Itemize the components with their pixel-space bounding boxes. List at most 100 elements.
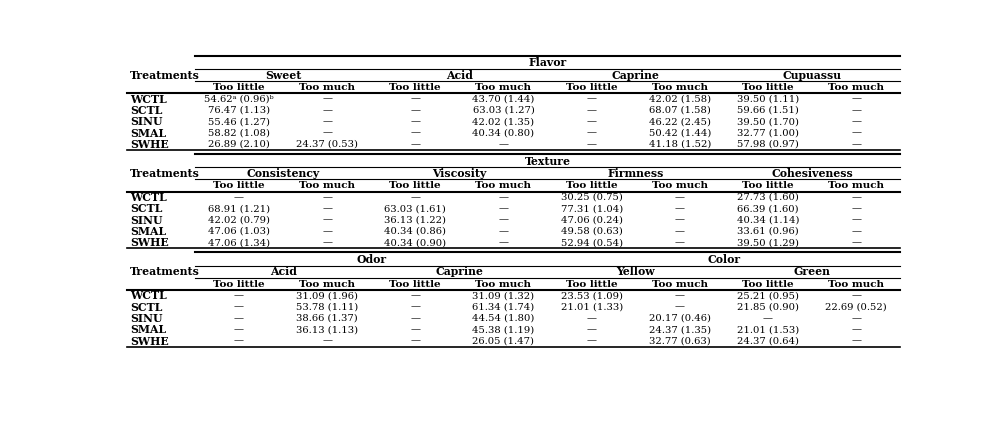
Text: 42.02 (1.35): 42.02 (1.35) — [472, 117, 534, 126]
Text: —: — — [322, 227, 332, 236]
Text: Too much: Too much — [829, 83, 884, 92]
Text: Consistency: Consistency — [246, 168, 320, 179]
Text: —: — — [586, 314, 596, 323]
Text: —: — — [851, 95, 861, 104]
Text: —: — — [851, 314, 861, 323]
Text: —: — — [233, 325, 243, 334]
Text: —: — — [851, 336, 861, 346]
Text: Too much: Too much — [829, 280, 884, 289]
Text: 31.09 (1.96): 31.09 (1.96) — [297, 291, 358, 300]
Text: —: — — [322, 95, 332, 104]
Text: —: — — [410, 303, 420, 312]
Text: 68.07 (1.58): 68.07 (1.58) — [649, 106, 710, 115]
Text: SINU: SINU — [130, 116, 162, 127]
Text: Sweet: Sweet — [265, 70, 302, 81]
Text: Too little: Too little — [213, 280, 265, 289]
Text: —: — — [763, 314, 773, 323]
Text: —: — — [674, 193, 684, 202]
Text: Treatments: Treatments — [130, 168, 200, 179]
Text: 22.69 (0.52): 22.69 (0.52) — [826, 303, 887, 312]
Text: Too much: Too much — [829, 182, 884, 190]
Text: SCTL: SCTL — [130, 105, 162, 116]
Text: 23.53 (1.09): 23.53 (1.09) — [561, 291, 622, 300]
Text: 55.46 (1.27): 55.46 (1.27) — [208, 117, 270, 126]
Text: 68.91 (1.21): 68.91 (1.21) — [207, 204, 270, 213]
Text: SMAL: SMAL — [130, 324, 166, 335]
Text: Too much: Too much — [476, 83, 531, 92]
Text: 54.62ᵃ (0.96)ᵇ: 54.62ᵃ (0.96)ᵇ — [204, 95, 274, 104]
Text: —: — — [851, 193, 861, 202]
Text: —: — — [674, 227, 684, 236]
Text: 33.61 (0.96): 33.61 (0.96) — [737, 227, 799, 236]
Text: —: — — [410, 140, 420, 149]
Text: 42.02 (0.79): 42.02 (0.79) — [208, 215, 270, 225]
Text: —: — — [851, 140, 861, 149]
Text: —: — — [851, 325, 861, 334]
Text: WCTL: WCTL — [130, 290, 167, 301]
Text: —: — — [410, 325, 420, 334]
Text: 25.21 (0.95): 25.21 (0.95) — [737, 291, 799, 300]
Text: 41.18 (1.52): 41.18 (1.52) — [648, 140, 711, 149]
Text: —: — — [674, 238, 684, 247]
Text: Treatments: Treatments — [130, 70, 200, 81]
Text: 50.42 (1.44): 50.42 (1.44) — [648, 129, 711, 138]
Text: 76.47 (1.13): 76.47 (1.13) — [207, 106, 270, 115]
Text: 77.31 (1.04): 77.31 (1.04) — [560, 204, 623, 213]
Text: SCTL: SCTL — [130, 203, 162, 214]
Text: —: — — [410, 314, 420, 323]
Text: —: — — [586, 117, 596, 126]
Text: —: — — [322, 238, 332, 247]
Text: —: — — [322, 193, 332, 202]
Text: SINU: SINU — [130, 313, 162, 324]
Text: —: — — [498, 193, 508, 202]
Text: Too little: Too little — [742, 280, 794, 289]
Text: 24.37 (0.64): 24.37 (0.64) — [737, 336, 799, 346]
Text: SMAL: SMAL — [130, 226, 166, 237]
Text: Too little: Too little — [566, 280, 617, 289]
Text: Too little: Too little — [566, 83, 617, 92]
Text: Too little: Too little — [742, 83, 794, 92]
Text: —: — — [851, 291, 861, 300]
Text: 39.50 (1.29): 39.50 (1.29) — [737, 238, 799, 247]
Text: —: — — [233, 336, 243, 346]
Text: 43.70 (1.44): 43.70 (1.44) — [472, 95, 535, 104]
Text: 47.06 (1.34): 47.06 (1.34) — [207, 238, 270, 247]
Text: —: — — [410, 95, 420, 104]
Text: Treatments: Treatments — [130, 267, 200, 277]
Text: 40.34 (0.90): 40.34 (0.90) — [384, 238, 446, 247]
Text: —: — — [586, 129, 596, 138]
Text: 53.78 (1.11): 53.78 (1.11) — [296, 303, 359, 312]
Text: 42.02 (1.58): 42.02 (1.58) — [648, 95, 710, 104]
Text: Too much: Too much — [652, 83, 707, 92]
Text: Too much: Too much — [652, 280, 707, 289]
Text: —: — — [674, 204, 684, 213]
Text: Too little: Too little — [213, 182, 265, 190]
Text: 59.66 (1.51): 59.66 (1.51) — [737, 106, 799, 115]
Text: SMAL: SMAL — [130, 128, 166, 138]
Text: —: — — [410, 129, 420, 138]
Text: 21.85 (0.90): 21.85 (0.90) — [737, 303, 799, 312]
Text: —: — — [851, 117, 861, 126]
Text: 66.39 (1.60): 66.39 (1.60) — [737, 204, 799, 213]
Text: —: — — [410, 193, 420, 202]
Text: Acid: Acid — [270, 267, 297, 277]
Text: —: — — [322, 129, 332, 138]
Text: Cupuassu: Cupuassu — [783, 70, 842, 81]
Text: 38.66 (1.37): 38.66 (1.37) — [297, 314, 358, 323]
Text: —: — — [498, 215, 508, 225]
Text: Too much: Too much — [476, 182, 531, 190]
Text: 47.06 (0.24): 47.06 (0.24) — [561, 215, 622, 225]
Text: 36.13 (1.13): 36.13 (1.13) — [296, 325, 358, 334]
Text: 36.13 (1.22): 36.13 (1.22) — [385, 215, 446, 225]
Text: —: — — [322, 204, 332, 213]
Text: Too little: Too little — [742, 182, 794, 190]
Text: —: — — [851, 227, 861, 236]
Text: Too little: Too little — [390, 182, 441, 190]
Text: 39.50 (1.11): 39.50 (1.11) — [736, 95, 800, 104]
Text: 61.34 (1.74): 61.34 (1.74) — [472, 303, 535, 312]
Text: Too little: Too little — [213, 83, 265, 92]
Text: —: — — [498, 227, 508, 236]
Text: WCTL: WCTL — [130, 93, 167, 105]
Text: SCTL: SCTL — [130, 302, 162, 313]
Text: Too much: Too much — [476, 280, 531, 289]
